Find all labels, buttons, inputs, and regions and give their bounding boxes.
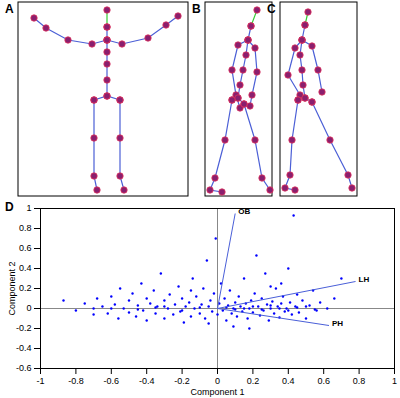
svg-text:0.4: 0.4 (282, 376, 295, 386)
svg-text:0.6: 0.6 (19, 243, 32, 253)
svg-text:-1: -1 (36, 376, 44, 386)
svg-text:0: 0 (215, 376, 220, 386)
svg-text:1: 1 (392, 376, 397, 386)
svg-text:-0.4: -0.4 (16, 343, 32, 353)
svg-text:OB: OB (238, 207, 251, 217)
svg-text:Component 1: Component 1 (190, 387, 244, 397)
svg-text:-0.2: -0.2 (174, 376, 190, 386)
svg-text:-0.6: -0.6 (16, 363, 32, 373)
svg-text:0: 0 (26, 303, 31, 313)
svg-text:1: 1 (26, 203, 31, 213)
html-text:C: C (267, 2, 276, 16)
svg-text:-0.6: -0.6 (104, 376, 120, 386)
svg-text:0.8: 0.8 (353, 376, 366, 386)
svg-text:Component 2: Component 2 (7, 261, 17, 315)
svg-text:0.2: 0.2 (247, 376, 260, 386)
html-text:B: B (192, 2, 201, 16)
svg-text:-0.4: -0.4 (139, 376, 155, 386)
svg-text:0.8: 0.8 (19, 223, 32, 233)
svg-text:PH: PH (332, 319, 343, 328)
html-text:A: A (5, 2, 14, 16)
html-text:D: D (5, 200, 14, 214)
svg-text:-0.8: -0.8 (68, 376, 84, 386)
svg-text:LH: LH (359, 275, 370, 284)
svg-text:0.2: 0.2 (19, 283, 32, 293)
svg-text:0.6: 0.6 (317, 376, 330, 386)
svg-text:-0.2: -0.2 (16, 323, 32, 333)
svg-text:0.4: 0.4 (19, 263, 32, 273)
